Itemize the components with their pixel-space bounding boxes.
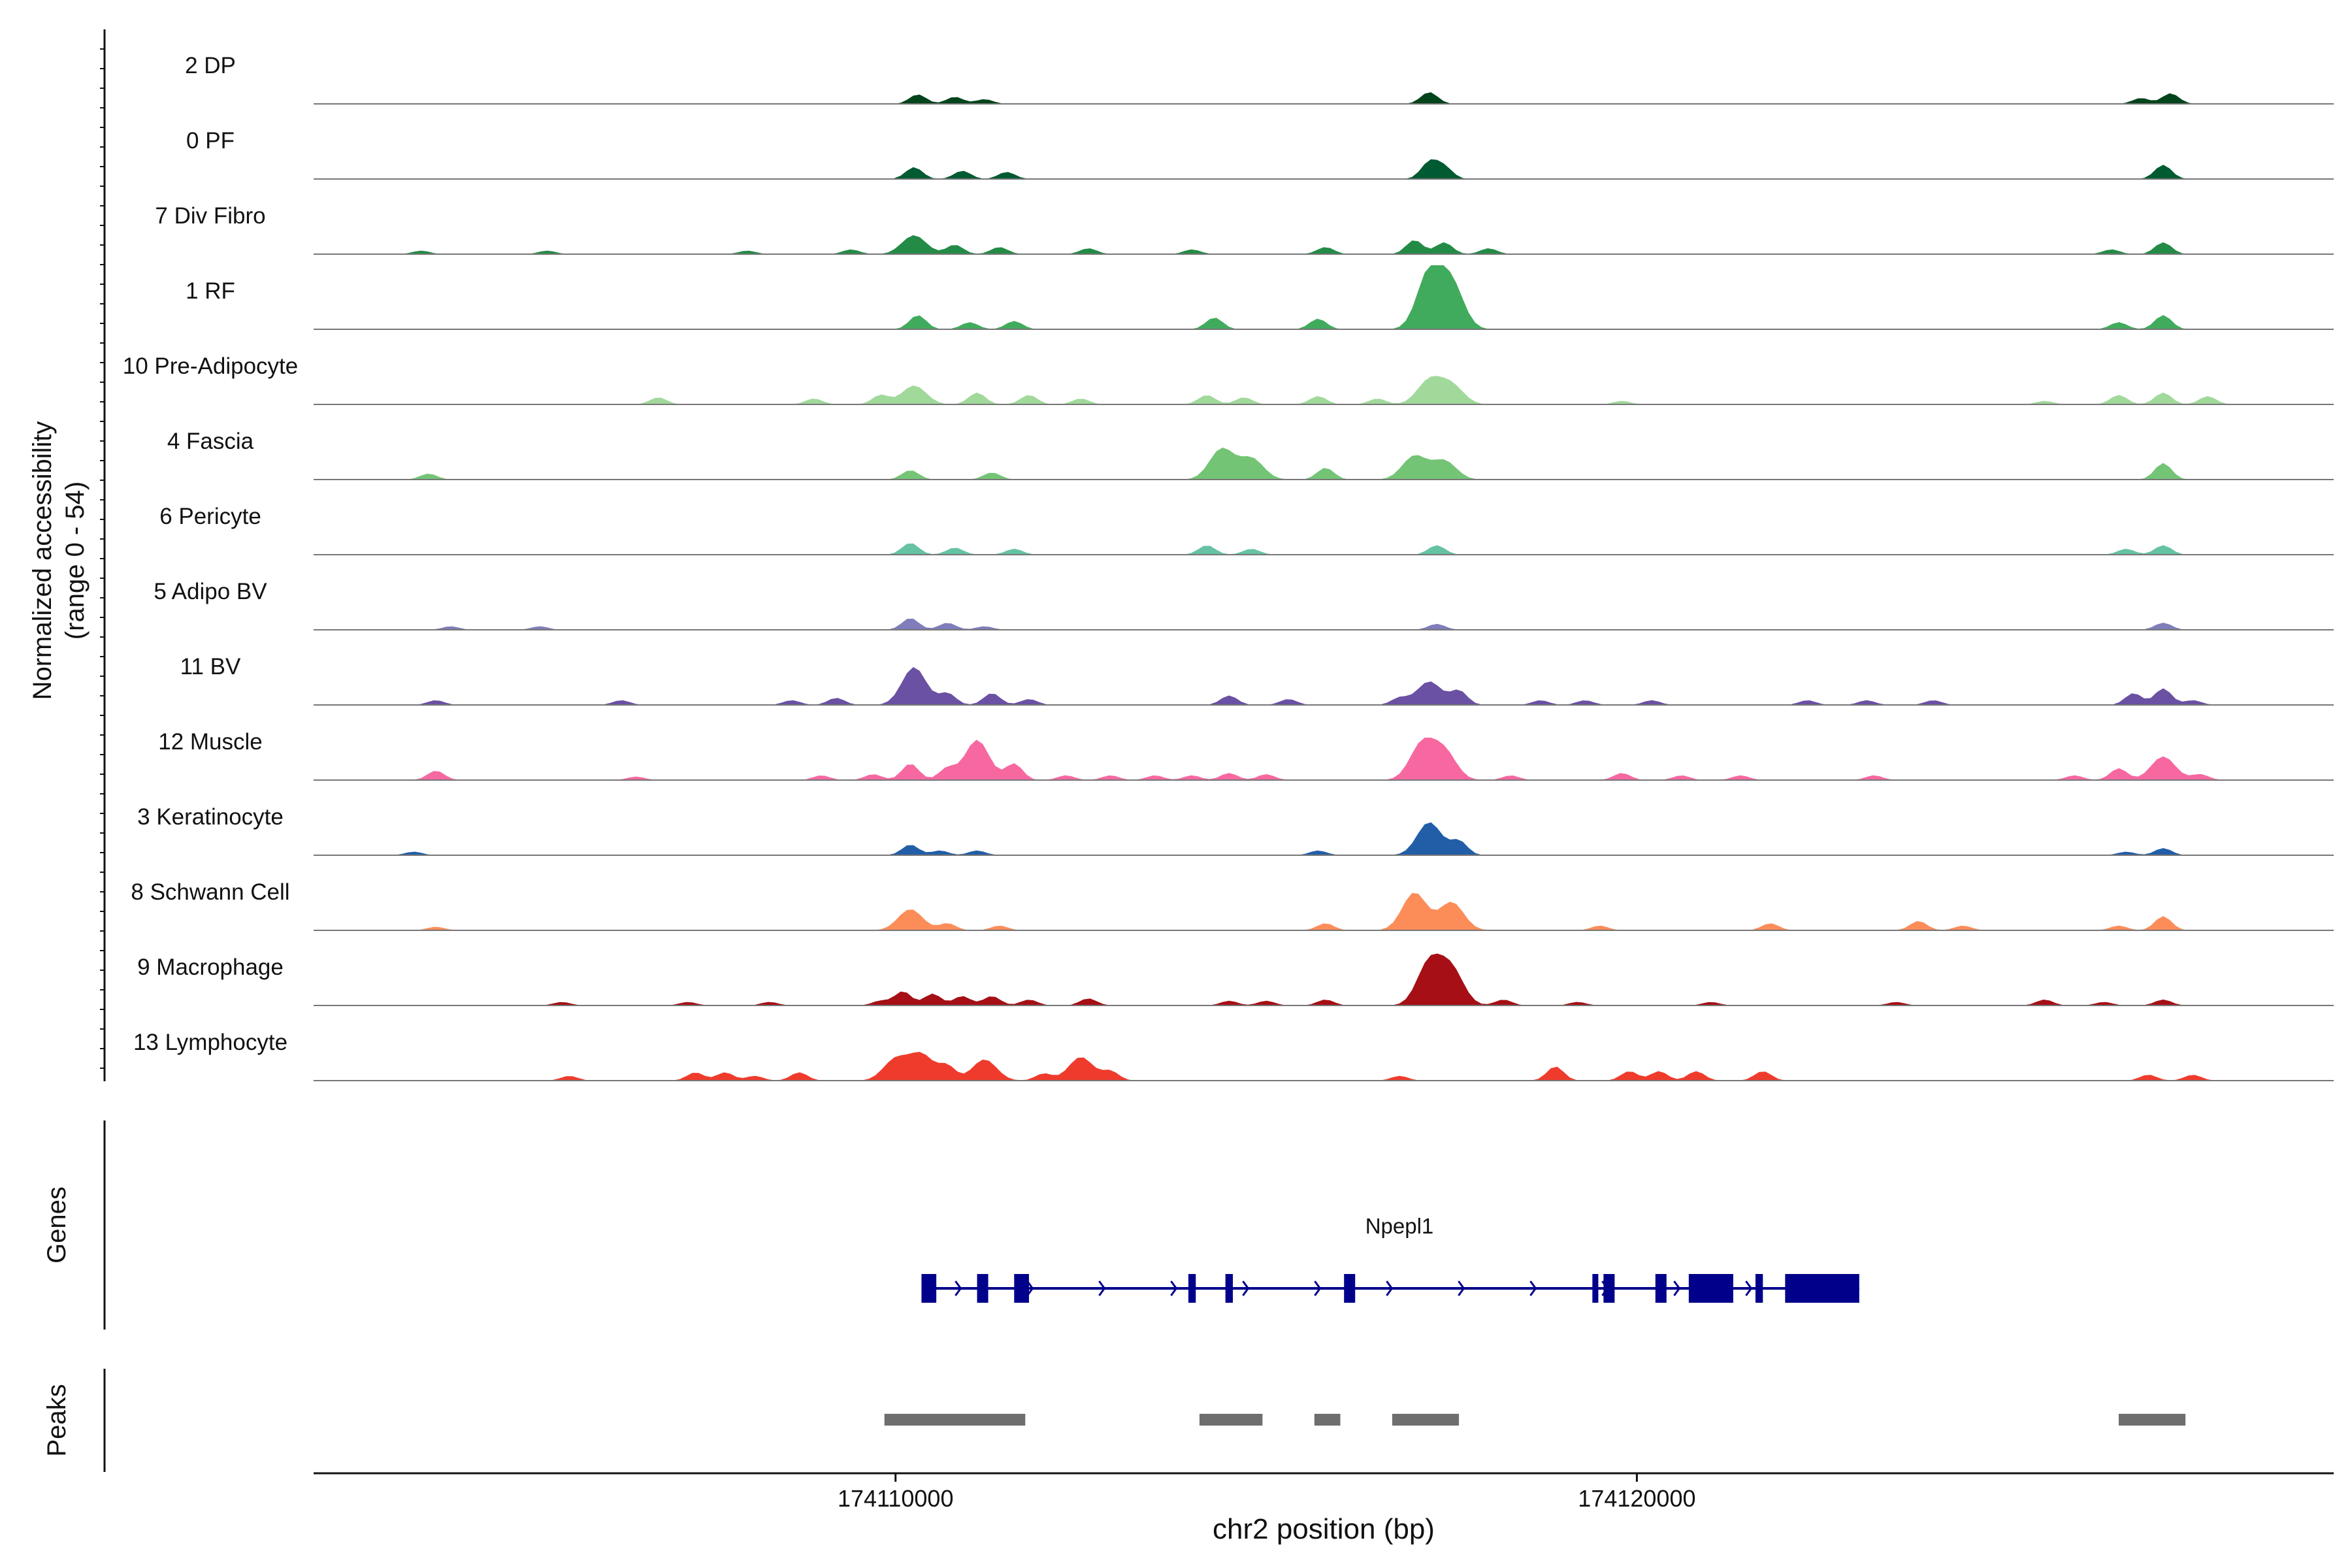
track-label: 3 Keratinocyte bbox=[137, 804, 284, 830]
gene-track: Npepl1 bbox=[921, 1214, 1859, 1303]
coverage-area bbox=[314, 448, 2334, 480]
gene-exon bbox=[1785, 1274, 1859, 1303]
peak-region-bar bbox=[2118, 1414, 2186, 1426]
strand-arrow bbox=[1673, 1281, 1681, 1296]
y-axis-label-line1: Normalized accessibility bbox=[28, 421, 57, 700]
y-axis-label-line2: (range 0 - 54) bbox=[61, 482, 90, 640]
strand-arrow bbox=[1458, 1281, 1465, 1296]
peak-region-bar bbox=[1392, 1414, 1460, 1426]
track-label: 11 BV bbox=[180, 654, 241, 679]
track-5: 10 Pre-Adipocyte bbox=[123, 353, 2334, 405]
track-label: 13 Lymphocyte bbox=[133, 1030, 287, 1055]
genes-track-label: Genes bbox=[42, 1186, 71, 1264]
x-axis-ticks: 174110000 174120000 bbox=[838, 1473, 1696, 1512]
peak-region-bar bbox=[1314, 1414, 1341, 1426]
track-14: 13 Lymphocyte bbox=[133, 1030, 2334, 1081]
coverage-tracks: 2 DP 0 PF 7 Div Fibro 1 RF 10 Pre-Adipocyte 4… bbox=[123, 53, 2334, 1081]
coverage-y-ticks bbox=[100, 48, 105, 1069]
coverage-area bbox=[314, 738, 2334, 780]
gene-name-label: Npepl1 bbox=[1365, 1214, 1434, 1238]
peak-regions bbox=[884, 1414, 2186, 1426]
strand-arrow bbox=[1314, 1281, 1322, 1296]
track-label: 9 Macrophage bbox=[137, 955, 284, 980]
track-11: 3 Keratinocyte bbox=[137, 804, 2334, 856]
gene-exon bbox=[921, 1274, 937, 1303]
track-12: 8 Schwann Cell bbox=[131, 879, 2334, 931]
gene-exon bbox=[1188, 1274, 1196, 1303]
track-9: 11 BV bbox=[180, 654, 2334, 706]
track-label: 7 Div Fibro bbox=[155, 203, 265, 229]
peaks-track-label: Peaks bbox=[42, 1384, 71, 1456]
strand-arrow bbox=[1242, 1281, 1250, 1296]
gene-exon bbox=[1655, 1274, 1667, 1303]
track-4: 1 RF bbox=[186, 265, 2334, 330]
track-13: 9 Macrophage bbox=[137, 953, 2334, 1006]
x-tick-label: 174110000 bbox=[838, 1485, 954, 1512]
strand-arrow bbox=[1386, 1281, 1394, 1296]
track-label: 10 Pre-Adipocyte bbox=[123, 353, 298, 379]
gene-exon bbox=[977, 1274, 988, 1303]
strand-arrow bbox=[1529, 1281, 1537, 1296]
strand-arrow bbox=[1098, 1281, 1106, 1296]
coverage-area bbox=[314, 543, 2334, 555]
coverage-area bbox=[314, 235, 2334, 254]
track-label: 8 Schwann Cell bbox=[131, 879, 289, 905]
track-7: 6 Pericyte bbox=[159, 504, 2334, 555]
gene-exon bbox=[1755, 1274, 1763, 1303]
track-1: 2 DP bbox=[185, 53, 2334, 105]
track-3: 7 Div Fibro bbox=[155, 203, 2334, 255]
gene-exon bbox=[1014, 1274, 1029, 1303]
coverage-area bbox=[314, 667, 2334, 705]
coverage-area bbox=[314, 92, 2334, 104]
strand-arrow bbox=[1745, 1281, 1753, 1296]
track-label: 12 Muscle bbox=[158, 729, 263, 755]
peak-region-bar bbox=[884, 1414, 1026, 1426]
strand-arrow bbox=[1026, 1281, 1034, 1296]
track-label: 4 Fascia bbox=[167, 429, 254, 454]
x-axis-label: chr2 position (bp) bbox=[1213, 1513, 1435, 1545]
track-8: 5 Adipo BV bbox=[154, 579, 2334, 630]
track-label: 2 DP bbox=[185, 53, 236, 78]
strand-arrow bbox=[955, 1281, 962, 1296]
track-label: 6 Pericyte bbox=[159, 504, 261, 529]
track-2: 0 PF bbox=[186, 128, 2334, 180]
track-label: 1 RF bbox=[186, 278, 235, 304]
strand-arrow bbox=[1170, 1281, 1178, 1296]
coverage-area bbox=[314, 376, 2334, 404]
track-label: 5 Adipo BV bbox=[154, 579, 267, 604]
track-label: 0 PF bbox=[186, 128, 235, 154]
track-10: 12 Muscle bbox=[158, 729, 2334, 781]
gene-exon bbox=[1225, 1274, 1233, 1303]
track-6: 4 Fascia bbox=[167, 429, 2334, 480]
gene-exon bbox=[1592, 1274, 1599, 1303]
gene-exon bbox=[1344, 1274, 1356, 1303]
gene-exon bbox=[1603, 1274, 1615, 1303]
x-tick-label: 174120000 bbox=[1578, 1485, 1695, 1512]
peak-region-bar bbox=[1199, 1414, 1263, 1426]
gene-exon bbox=[1688, 1274, 1733, 1303]
